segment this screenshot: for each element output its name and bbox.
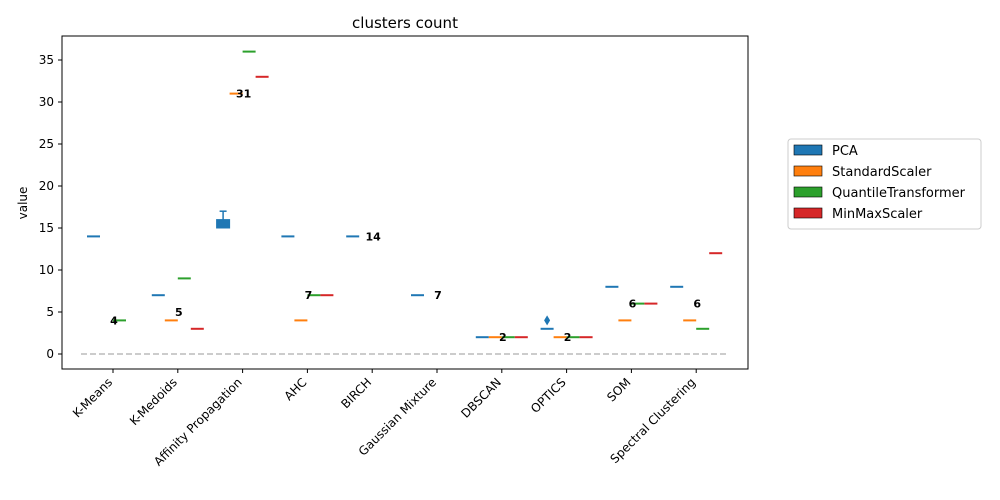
y-tick-label: 10 xyxy=(39,263,54,277)
legend-label: PCA xyxy=(832,144,858,159)
legend-label: MinMaxScaler xyxy=(832,207,923,222)
plot-frame xyxy=(61,35,749,370)
legend-label: QuantileTransformer xyxy=(832,186,966,201)
annotation-label: 4 xyxy=(110,314,118,327)
x-tick-label: K-Means xyxy=(70,375,115,420)
annotation-label: 7 xyxy=(305,289,313,302)
x-tick-label: BIRCH xyxy=(338,375,374,411)
x-tick-label: K-Medoids xyxy=(127,375,180,428)
x-tick-label: AHC xyxy=(282,375,310,403)
annotation-label: 6 xyxy=(629,298,637,311)
legend-box xyxy=(787,138,982,230)
y-tick-label: 35 xyxy=(39,53,54,67)
legend-swatch xyxy=(793,207,823,219)
y-tick-label: 25 xyxy=(39,137,54,151)
x-tick-label: DBSCAN xyxy=(458,375,504,421)
y-tick-label: 0 xyxy=(46,347,54,361)
legend-swatch xyxy=(793,186,823,198)
box-PCA xyxy=(216,219,231,229)
annotation-label: 2 xyxy=(499,331,507,344)
y-tick-label: 5 xyxy=(46,305,54,319)
x-tick-label: OPTICS xyxy=(528,375,569,416)
annotation-label: 5 xyxy=(175,306,183,319)
legend: PCA StandardScaler QuantileTransformer MinM… xyxy=(787,138,982,230)
annotation-label: 7 xyxy=(434,289,442,302)
legend-swatch xyxy=(793,144,823,156)
x-tick-label: SOM xyxy=(604,375,633,404)
legend-label: StandardScaler xyxy=(832,165,932,180)
plot-area: 4 5 31 7 14 7 2 2 6 6 xyxy=(81,50,729,355)
legend-swatch xyxy=(793,165,823,177)
y-tick-label: 20 xyxy=(39,179,54,193)
annotation-label: 2 xyxy=(564,331,572,344)
y-tick-label: 30 xyxy=(39,95,54,109)
y-tick-label: 15 xyxy=(39,221,54,235)
y-axis-label: value xyxy=(16,187,30,220)
chart-title: clusters count xyxy=(352,14,458,32)
annotation-label: 31 xyxy=(236,88,251,101)
annotation-label: 6 xyxy=(693,298,701,311)
outlier-marker xyxy=(544,315,551,326)
annotation-label: 14 xyxy=(366,230,382,243)
